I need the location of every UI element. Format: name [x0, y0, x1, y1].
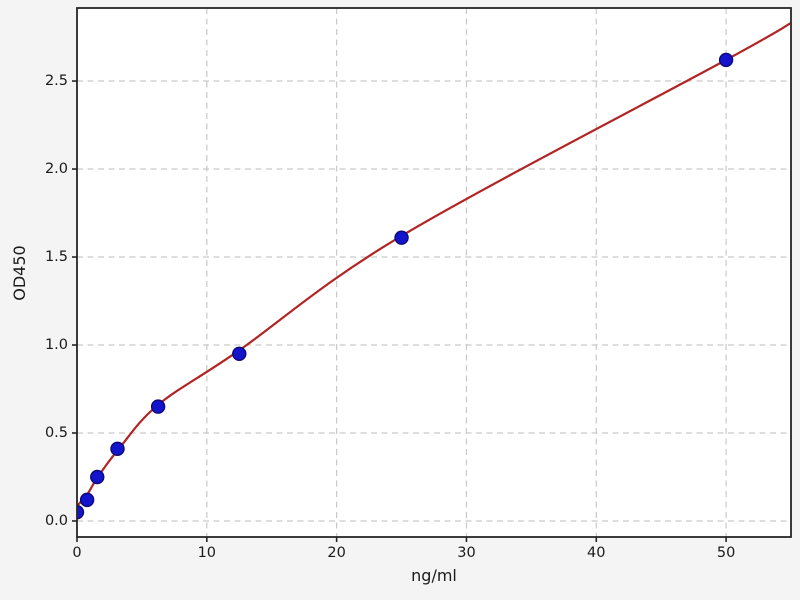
data-point	[79, 492, 95, 508]
x-tick-label: 40	[587, 545, 606, 561]
data-point	[77, 504, 85, 520]
y-tick-label: 0.0	[44, 512, 68, 529]
data-point	[110, 441, 125, 457]
standard-points	[77, 52, 734, 520]
data-point	[232, 346, 247, 362]
y-tick-label: 1.5	[44, 248, 68, 265]
x-tick-label: 20	[327, 545, 346, 561]
data-point	[394, 230, 409, 245]
y-axis-label: OD450	[10, 244, 29, 301]
y-tick-label: 1.0	[44, 336, 68, 353]
gridlines	[77, 8, 791, 537]
x-tick-label: 0	[72, 545, 82, 561]
x-tick-label: 10	[197, 545, 217, 561]
data-point	[718, 52, 734, 68]
y-tick-label: 0.5	[44, 424, 68, 441]
plot-area	[77, 8, 791, 537]
data-point	[150, 399, 166, 414]
y-tick-label: 2.5	[44, 72, 68, 89]
x-axis-label: ng/ml	[411, 566, 457, 585]
tick-marks	[72, 80, 727, 542]
x-tick-label: 50	[716, 545, 736, 561]
axes-spines	[76, 7, 792, 538]
y-tick-label: 2.0	[44, 160, 68, 177]
x-tick-label: 30	[457, 545, 476, 561]
data-point	[90, 469, 105, 485]
